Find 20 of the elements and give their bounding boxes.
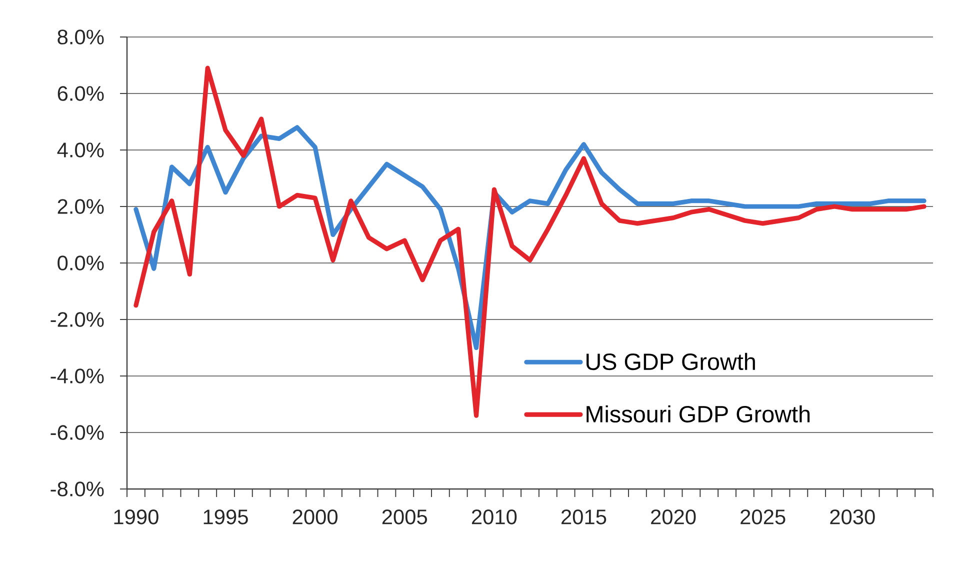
y-tick-label: -8.0% xyxy=(50,482,104,496)
x-tick-label: 2005 xyxy=(382,510,427,524)
y-tick-label: -6.0% xyxy=(50,425,104,440)
y-tick-label: 0.0% xyxy=(58,256,104,270)
y-tick-label: 8.0% xyxy=(58,30,104,44)
y-tick-label: -2.0% xyxy=(50,312,104,327)
x-tick-label: 2025 xyxy=(740,510,786,524)
legend-label: Missouri GDP Growth xyxy=(586,405,810,423)
x-tick-label: 2010 xyxy=(472,510,517,524)
y-tick-label: 4.0% xyxy=(57,142,104,158)
y-tick-label: 2.0% xyxy=(58,199,104,214)
y-tick-label: -4.0% xyxy=(50,368,104,384)
x-tick-label: 2000 xyxy=(292,510,338,524)
x-tick-label: 1990 xyxy=(114,510,158,524)
x-tick-label: 2030 xyxy=(830,510,875,524)
x-tick-label: 2020 xyxy=(651,510,696,524)
x-tick-label: 1995 xyxy=(204,510,248,524)
y-tick-label: 6.0% xyxy=(58,86,104,101)
legend-label: US GDP Growth xyxy=(586,352,755,370)
x-tick-label: 2015 xyxy=(562,510,606,524)
